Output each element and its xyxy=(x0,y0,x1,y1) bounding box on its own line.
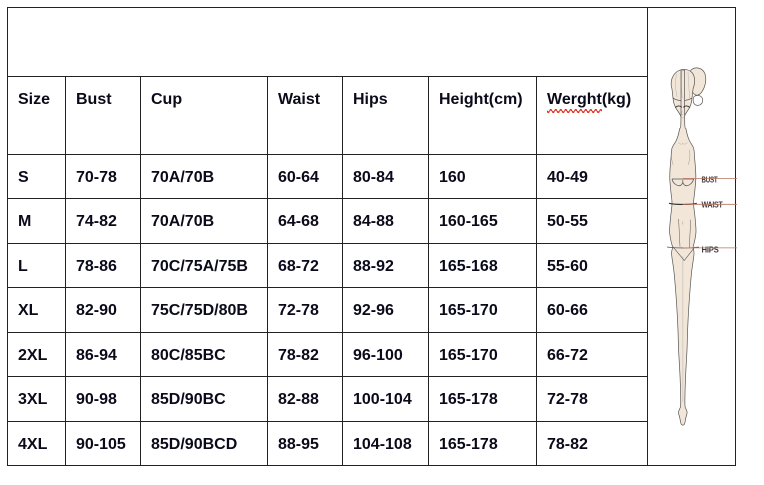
svg-text:HIPS: HIPS xyxy=(702,245,720,255)
svg-text:BUST: BUST xyxy=(702,175,719,185)
